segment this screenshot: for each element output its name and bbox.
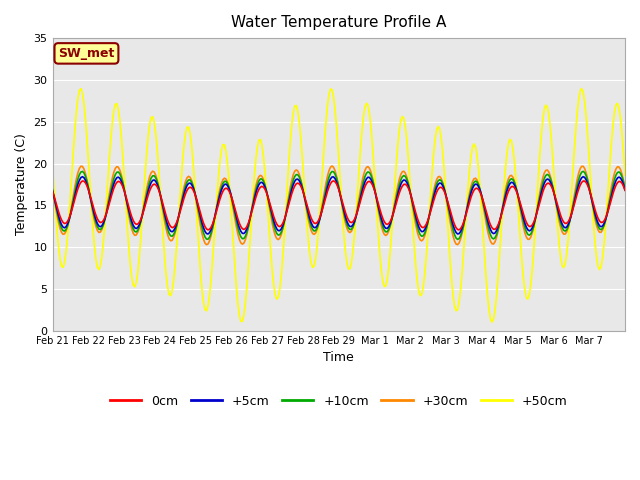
+10cm: [86, 192, 93, 198]
+30cm: [545, 169, 552, 175]
Legend: 0cm, +5cm, +10cm, +30cm, +50cm: 0cm, +5cm, +10cm, +30cm, +50cm: [105, 390, 573, 413]
+30cm: [460, 223, 467, 229]
+30cm: [328, 163, 336, 169]
+10cm: [68, 204, 76, 210]
0cm: [49, 189, 56, 194]
0cm: [330, 178, 337, 184]
+50cm: [68, 170, 76, 176]
+50cm: [343, 261, 351, 266]
0cm: [204, 227, 212, 233]
0cm: [346, 219, 354, 225]
+5cm: [621, 187, 629, 193]
+50cm: [621, 172, 629, 178]
+10cm: [49, 187, 56, 192]
+30cm: [620, 178, 627, 183]
+5cm: [346, 224, 354, 229]
+10cm: [458, 228, 466, 234]
+5cm: [460, 220, 467, 226]
+50cm: [620, 150, 627, 156]
Title: Water Temperature Profile A: Water Temperature Profile A: [231, 15, 447, 30]
Y-axis label: Temperature (C): Temperature (C): [15, 133, 28, 235]
+5cm: [68, 205, 76, 211]
+50cm: [488, 319, 496, 325]
+10cm: [620, 179, 627, 185]
Line: +10cm: +10cm: [52, 171, 625, 240]
+5cm: [620, 182, 627, 188]
+10cm: [343, 222, 351, 228]
Line: 0cm: 0cm: [52, 181, 625, 230]
+50cm: [457, 287, 465, 293]
+30cm: [49, 187, 56, 193]
+50cm: [578, 86, 586, 92]
+5cm: [79, 174, 86, 180]
Text: SW_met: SW_met: [58, 47, 115, 60]
+5cm: [49, 188, 56, 194]
+5cm: [204, 231, 212, 237]
0cm: [68, 206, 76, 212]
0cm: [460, 220, 467, 226]
0cm: [620, 183, 627, 189]
+10cm: [579, 168, 587, 174]
+30cm: [86, 193, 93, 199]
0cm: [86, 192, 93, 197]
+10cm: [621, 185, 629, 191]
+50cm: [543, 104, 551, 109]
Line: +30cm: +30cm: [52, 166, 625, 245]
X-axis label: Time: Time: [323, 351, 354, 364]
+30cm: [203, 242, 211, 248]
+30cm: [68, 201, 76, 206]
+5cm: [88, 199, 95, 205]
Line: +5cm: +5cm: [52, 177, 625, 234]
+10cm: [543, 171, 551, 177]
+30cm: [346, 230, 354, 236]
0cm: [621, 188, 629, 193]
Line: +50cm: +50cm: [52, 89, 625, 322]
+30cm: [621, 186, 629, 192]
+50cm: [86, 180, 93, 186]
0cm: [545, 180, 552, 186]
+50cm: [49, 164, 56, 170]
+10cm: [454, 237, 461, 242]
+5cm: [545, 177, 552, 182]
